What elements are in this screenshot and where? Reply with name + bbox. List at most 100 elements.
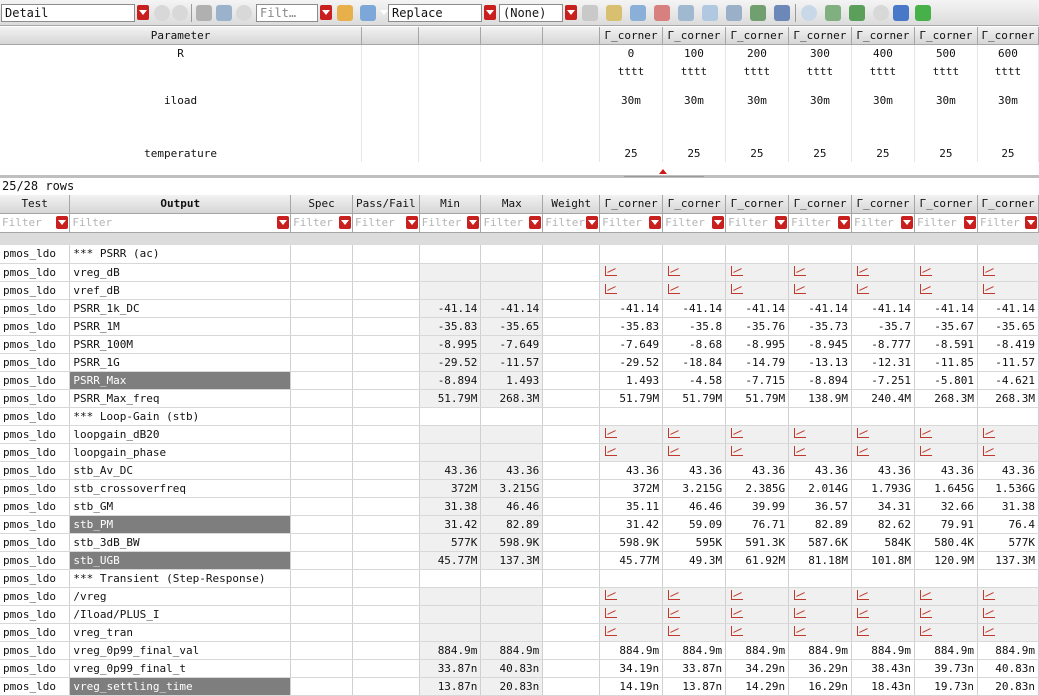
corner-value[interactable]: 1.793G xyxy=(851,479,916,498)
table-row[interactable]: pmos_ldo loopgain_phase xyxy=(0,443,1039,462)
corner-value[interactable]: 81.18M xyxy=(788,551,853,570)
monitor-icon[interactable] xyxy=(726,5,742,21)
output-column-header[interactable]: Γ_corner xyxy=(662,195,727,214)
corner-value[interactable]: 584K xyxy=(851,533,916,552)
table-row[interactable]: pmos_ldo vref_dB xyxy=(0,281,1039,300)
corner-value[interactable]: 43.36 xyxy=(599,461,664,480)
output-name[interactable]: vreg_dB xyxy=(69,263,292,282)
corner-value[interactable]: 36.29n xyxy=(788,659,853,678)
filter-input[interactable]: Filter xyxy=(914,213,978,233)
waveform-plot-icon[interactable] xyxy=(920,607,933,618)
corner-waveform[interactable] xyxy=(599,587,664,606)
waveform-plot-icon[interactable] xyxy=(668,283,681,294)
parameter-value[interactable]: 30m xyxy=(914,80,978,144)
plot-icon[interactable] xyxy=(360,5,376,21)
output-name[interactable]: PSRR_Max_freq xyxy=(69,389,292,408)
output-name[interactable]: PSRR_1M xyxy=(69,317,292,336)
corner-value[interactable]: 1.645G xyxy=(914,479,978,498)
output-name[interactable]: vreg_settling_time xyxy=(69,677,292,696)
filter-dropdown-icon[interactable] xyxy=(529,215,542,229)
corner-value[interactable]: 43.36 xyxy=(977,461,1039,480)
output-name[interactable]: vreg_tran xyxy=(69,623,292,642)
corner-value[interactable]: -8.945 xyxy=(788,335,853,354)
waveform-plot-icon[interactable] xyxy=(982,445,995,456)
parameter-value[interactable]: 30m xyxy=(662,80,726,144)
table-row[interactable]: pmos_ldo stb_Av_DC 43.36 43.36 43.36 43.36 43.… xyxy=(0,461,1039,480)
waveform-plot-icon[interactable] xyxy=(920,445,933,456)
parameter-column-header[interactable] xyxy=(542,27,600,45)
filter-dropdown-icon[interactable] xyxy=(775,215,788,229)
corner-waveform[interactable] xyxy=(851,443,916,462)
table-row[interactable]: pmos_ldo vreg_tran xyxy=(0,623,1039,642)
filter-dropdown-icon[interactable] xyxy=(277,215,290,229)
corner-waveform[interactable] xyxy=(788,425,853,444)
corner-waveform[interactable] xyxy=(788,623,853,642)
parameter-value[interactable]: tttt xyxy=(788,62,852,80)
corner-value[interactable]: -8.777 xyxy=(851,335,916,354)
spec-cell[interactable] xyxy=(290,587,353,606)
parameter-value[interactable]: 30m xyxy=(851,80,915,144)
table-row[interactable]: pmos_ldo vreg_dB xyxy=(0,263,1039,282)
corner-value[interactable]: -11.85 xyxy=(914,353,978,372)
waveform-plot-icon[interactable] xyxy=(920,265,933,276)
corner-waveform[interactable] xyxy=(977,623,1039,642)
corner-waveform[interactable] xyxy=(599,263,664,282)
filter-dropdown-icon[interactable] xyxy=(320,5,332,20)
corner-value[interactable]: -8.68 xyxy=(662,335,727,354)
filter-input[interactable]: Filter xyxy=(599,213,664,233)
corner-waveform[interactable] xyxy=(977,443,1039,462)
replace-mode-select[interactable]: Replace xyxy=(388,4,482,22)
spec-cell[interactable] xyxy=(290,461,353,480)
spec-icon[interactable] xyxy=(630,5,646,21)
parameter-column-header[interactable] xyxy=(418,27,482,45)
corner-value[interactable]: -8.591 xyxy=(914,335,978,354)
spec-cell[interactable] xyxy=(290,425,353,444)
corner-value[interactable]: 76.71 xyxy=(725,515,790,534)
table-row[interactable]: pmos_ldo loopgain_dB20 xyxy=(0,425,1039,444)
output-column-header[interactable]: Min xyxy=(419,195,482,214)
output-name[interactable]: /Iload/PLUS_I xyxy=(69,605,292,624)
waveform-plot-icon[interactable] xyxy=(605,283,618,294)
table-row[interactable]: pmos_ldo PSRR_Max -8.894 1.493 1.493 -4.58 -7.… xyxy=(0,371,1039,390)
spec-cell[interactable] xyxy=(290,317,353,336)
corner-value[interactable]: -11.57 xyxy=(977,353,1039,372)
output-name[interactable]: PSRR_100M xyxy=(69,335,292,354)
output-name[interactable]: stb_3dB_BW xyxy=(69,533,292,552)
corner-waveform[interactable] xyxy=(599,443,664,462)
corner-waveform[interactable] xyxy=(914,605,978,624)
corner-value[interactable]: 138.9M xyxy=(788,389,853,408)
none-dropdown-icon[interactable] xyxy=(565,5,577,20)
spec-cell[interactable] xyxy=(290,659,353,678)
output-column-header[interactable]: Γ_corner xyxy=(788,195,853,214)
corner-value[interactable]: 39.73n xyxy=(914,659,978,678)
corner-value[interactable]: 19.73n xyxy=(914,677,978,696)
waveform-plot-icon[interactable] xyxy=(982,265,995,276)
parameter-value[interactable]: 25 xyxy=(977,144,1039,162)
none-select[interactable]: (None) xyxy=(499,4,563,22)
corner-value[interactable]: -41.14 xyxy=(662,299,727,318)
corner-value[interactable]: 35.11 xyxy=(599,497,664,516)
parameter-value[interactable]: 25 xyxy=(599,144,663,162)
corner-value[interactable]: 14.29n xyxy=(725,677,790,696)
parameter-column-header[interactable] xyxy=(361,27,420,45)
output-column-header[interactable]: Max xyxy=(480,195,544,214)
back-icon[interactable] xyxy=(154,5,170,21)
output-name[interactable]: PSRR_1k_DC xyxy=(69,299,292,318)
table-row[interactable]: pmos_ldo *** Transient (Step-Response) xyxy=(0,569,1039,588)
gear-icon[interactable] xyxy=(196,5,212,21)
corner-value[interactable]: 372M xyxy=(599,479,664,498)
waveform-plot-icon[interactable] xyxy=(982,625,995,636)
waveform-plot-icon[interactable] xyxy=(920,283,933,294)
spec-cell[interactable] xyxy=(290,245,353,264)
waveform-plot-icon[interactable] xyxy=(668,265,681,276)
waveform-plot-icon[interactable] xyxy=(605,445,618,456)
waveform-plot-icon[interactable] xyxy=(794,625,807,636)
corner-value[interactable]: 43.36 xyxy=(851,461,916,480)
corner-value[interactable]: -35.7 xyxy=(851,317,916,336)
corner-value[interactable]: 13.87n xyxy=(662,677,727,696)
parameter-column-header[interactable] xyxy=(480,27,544,45)
waveform-plot-icon[interactable] xyxy=(982,427,995,438)
corner-waveform[interactable] xyxy=(725,443,790,462)
corner-value[interactable]: 20.83n xyxy=(977,677,1039,696)
parameter-column-header[interactable]: Γ_corner xyxy=(851,27,915,45)
